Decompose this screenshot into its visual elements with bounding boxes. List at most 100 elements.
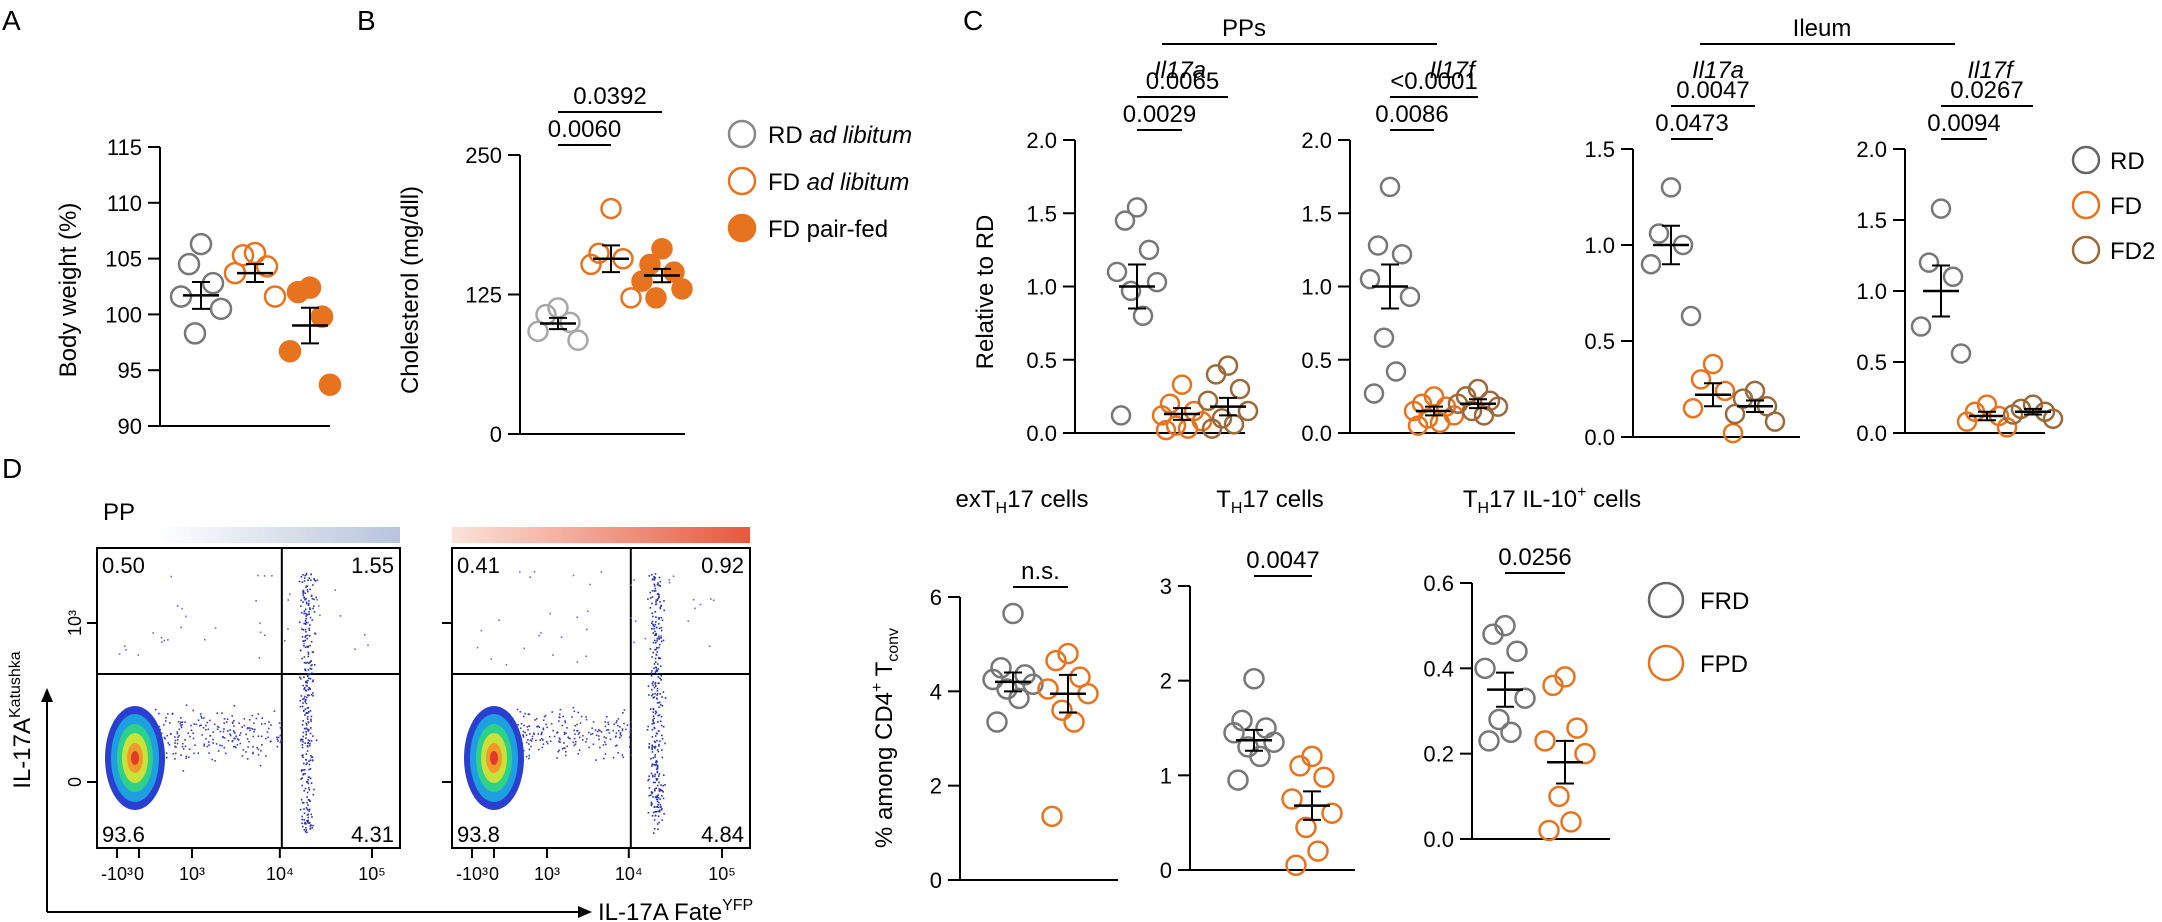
quadrant-br-value: 4.84 xyxy=(701,822,744,847)
flow-event xyxy=(311,759,314,761)
flow-event xyxy=(307,679,309,682)
flow-event xyxy=(652,781,655,784)
flow-event xyxy=(306,791,309,794)
flow-event xyxy=(572,741,575,744)
flow-event xyxy=(309,624,311,626)
flow-event xyxy=(176,732,179,735)
flow-event xyxy=(566,727,568,729)
p-value-D1: n.s. xyxy=(1021,558,1060,585)
quadrant-tl-value: 0.50 xyxy=(102,553,145,578)
flow-event xyxy=(533,733,535,736)
flow-event xyxy=(656,694,658,696)
flow-event xyxy=(647,598,649,600)
flow-event xyxy=(174,742,176,744)
flow-event xyxy=(305,635,307,637)
legend-c-marker xyxy=(2071,145,2101,175)
flow-event xyxy=(185,615,187,618)
flow-event xyxy=(208,744,210,746)
flow-event xyxy=(531,735,534,738)
flow-event xyxy=(661,734,663,737)
flow-event xyxy=(654,773,656,776)
flow-event xyxy=(185,757,187,760)
flow-event xyxy=(652,632,654,634)
flow-event xyxy=(654,611,657,613)
flow-event xyxy=(312,607,314,610)
data-point-D3-0 xyxy=(1488,708,1510,731)
flow-event xyxy=(656,687,659,690)
flow-event xyxy=(231,722,234,724)
flow-event xyxy=(525,755,528,758)
flow-event xyxy=(203,745,205,747)
flow-event xyxy=(199,713,202,715)
flow-event xyxy=(653,746,655,748)
flow-event xyxy=(598,729,600,731)
data-point-C2-0 xyxy=(1399,286,1421,308)
flow-event xyxy=(307,721,310,724)
panel-d-th17-il10: 0.0 0.2 0.4 0.6 TH17 IL-10+ cells 0.0256 xyxy=(1423,484,1641,852)
flow-event xyxy=(574,733,576,735)
flow-event xyxy=(543,715,546,718)
flow-event xyxy=(305,669,307,672)
flow-event xyxy=(649,591,651,594)
flow-event xyxy=(298,621,301,624)
y-tick-label-C3: 0.5 xyxy=(1584,329,1615,354)
data-point-C4-0 xyxy=(1930,198,1952,219)
flow-event xyxy=(308,789,311,791)
flow-event xyxy=(653,667,655,669)
flow-event xyxy=(298,580,301,583)
flow-event xyxy=(658,821,660,824)
flow-event xyxy=(654,814,657,817)
y-tick-label-C4: 0.0 xyxy=(1856,421,1887,446)
flow-event xyxy=(302,741,304,743)
flow-event xyxy=(563,747,565,749)
flow-event xyxy=(303,612,305,615)
flow-event xyxy=(654,671,657,673)
flow-event xyxy=(651,682,654,685)
flow-event xyxy=(652,651,654,654)
flow-event xyxy=(256,747,258,749)
flow-event xyxy=(300,738,303,740)
flow-event xyxy=(367,644,369,647)
flow-event xyxy=(658,627,661,630)
flow-event xyxy=(654,692,656,695)
flow-event xyxy=(305,615,307,617)
flow-event xyxy=(195,723,198,726)
flow-event xyxy=(233,725,235,727)
flow-event xyxy=(314,664,316,666)
flow-event xyxy=(657,597,659,600)
flow-event xyxy=(528,748,531,751)
flow-event xyxy=(305,612,307,615)
flow-event xyxy=(278,722,281,724)
flow-event xyxy=(662,639,665,642)
flow-event xyxy=(655,760,658,762)
p-value-C2: <0.0001 xyxy=(1390,68,1477,95)
flow-event xyxy=(661,749,663,751)
flow-event xyxy=(301,754,303,757)
flow-event xyxy=(302,640,304,642)
flow-event xyxy=(247,746,249,748)
flow-event xyxy=(354,648,356,650)
panel-c-ileum-il17f: 0.0 0.5 1.0 1.5 2.0 Il17f 0.0094 0.0267 xyxy=(1856,57,2064,446)
c-group-title-pps: PPs xyxy=(1222,15,1266,42)
flow-event xyxy=(270,724,272,726)
flow-event xyxy=(174,739,177,742)
data-point-C4-1 xyxy=(1956,411,1978,432)
flow-event xyxy=(233,731,236,734)
flow-event xyxy=(656,805,658,808)
flow-event xyxy=(659,585,661,587)
flow-event xyxy=(655,669,658,671)
flow-event xyxy=(659,657,662,660)
flow-event xyxy=(656,749,659,751)
flow-event xyxy=(526,726,529,728)
flow-event xyxy=(529,739,532,741)
flow-event xyxy=(304,830,307,833)
flow-event xyxy=(692,598,695,601)
flow-sample-label: PP xyxy=(103,499,135,526)
flow-event xyxy=(304,773,306,775)
flow-event xyxy=(231,721,234,724)
flow-event xyxy=(647,725,649,728)
flow-event xyxy=(650,804,653,807)
flow-event xyxy=(267,736,269,739)
flow-event xyxy=(658,635,660,638)
flow-event xyxy=(305,753,308,755)
